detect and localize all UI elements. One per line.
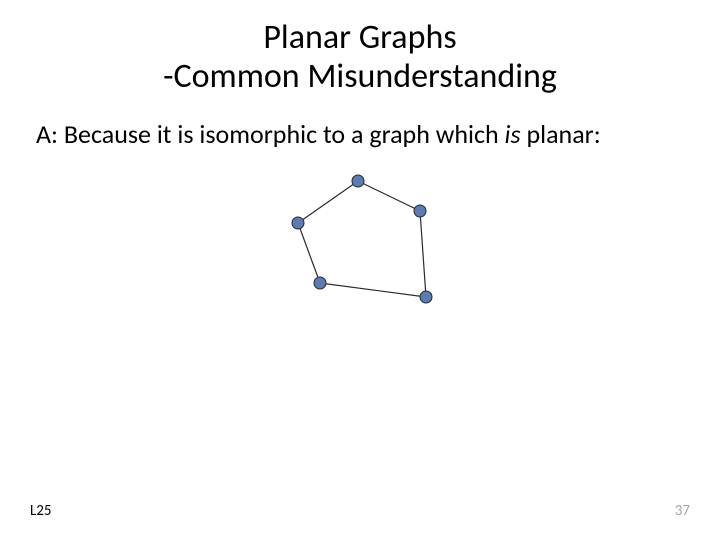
footer-left-label: L25 xyxy=(30,502,52,520)
graph-edge xyxy=(298,181,358,223)
planar-graph-diagram xyxy=(250,165,470,325)
graph-edge xyxy=(320,283,426,297)
graph-node xyxy=(414,205,426,217)
graph-node xyxy=(352,175,364,187)
title-line-1: Planar Graphs xyxy=(0,18,720,57)
body-suffix: planar: xyxy=(521,118,601,150)
graph-container xyxy=(0,165,720,325)
graph-node xyxy=(420,291,432,303)
body-prefix: A: Because it is isomorphic to a graph w… xyxy=(36,118,505,150)
body-text: A: Because it is isomorphic to a graph w… xyxy=(0,96,720,151)
graph-node xyxy=(292,217,304,229)
graph-edge xyxy=(298,223,320,283)
title-line-2: -Common Misunderstanding xyxy=(0,57,720,96)
graph-node xyxy=(314,277,326,289)
slide-number: 37 xyxy=(675,502,690,520)
graph-edge xyxy=(420,211,426,297)
slide-title-block: Planar Graphs -Common Misunderstanding xyxy=(0,0,720,96)
graph-edge xyxy=(358,181,420,211)
body-italic: is xyxy=(505,118,521,150)
